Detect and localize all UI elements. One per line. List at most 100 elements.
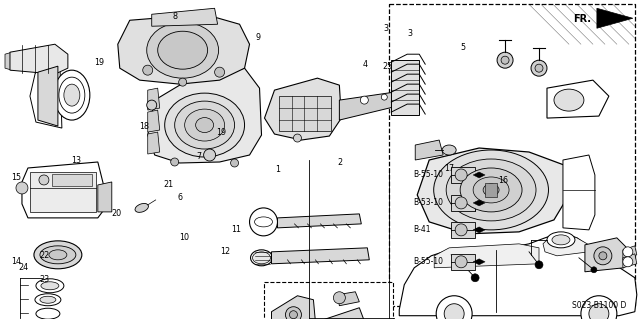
Ellipse shape: [250, 250, 273, 266]
Circle shape: [179, 78, 187, 86]
Text: 19: 19: [216, 128, 226, 137]
Polygon shape: [597, 8, 633, 28]
Ellipse shape: [255, 217, 273, 227]
Ellipse shape: [253, 252, 271, 264]
Polygon shape: [399, 234, 637, 316]
Bar: [391, 60, 419, 115]
Polygon shape: [148, 68, 262, 163]
Text: 24: 24: [18, 263, 28, 272]
Ellipse shape: [434, 150, 548, 230]
Circle shape: [294, 134, 301, 142]
Polygon shape: [473, 227, 485, 233]
Ellipse shape: [64, 84, 80, 106]
Circle shape: [360, 96, 368, 104]
Circle shape: [599, 252, 607, 260]
Ellipse shape: [473, 177, 509, 203]
Ellipse shape: [157, 31, 207, 69]
Polygon shape: [30, 64, 62, 128]
Polygon shape: [473, 259, 485, 265]
Circle shape: [623, 247, 633, 257]
Ellipse shape: [175, 101, 235, 149]
Text: 9: 9: [255, 33, 260, 42]
Ellipse shape: [54, 70, 90, 120]
Circle shape: [535, 261, 543, 269]
Ellipse shape: [185, 109, 225, 141]
Polygon shape: [38, 66, 58, 126]
Text: 5: 5: [460, 43, 465, 52]
Polygon shape: [317, 308, 365, 319]
Ellipse shape: [442, 145, 456, 155]
Polygon shape: [415, 140, 443, 160]
Text: 7: 7: [196, 152, 202, 161]
Text: 3: 3: [408, 29, 413, 38]
Circle shape: [436, 296, 472, 319]
Text: 3: 3: [383, 24, 388, 33]
Circle shape: [589, 304, 609, 319]
Polygon shape: [10, 44, 68, 74]
Ellipse shape: [460, 168, 522, 212]
Text: 10: 10: [179, 233, 189, 242]
Circle shape: [501, 56, 509, 64]
Polygon shape: [148, 132, 160, 154]
Ellipse shape: [35, 294, 61, 306]
Text: 21: 21: [163, 180, 173, 189]
Ellipse shape: [36, 279, 64, 293]
Text: S023-B1100 D: S023-B1100 D: [572, 301, 627, 310]
Polygon shape: [22, 162, 104, 218]
Bar: [451, 167, 475, 183]
Text: B-55-10: B-55-10: [413, 257, 444, 266]
Circle shape: [623, 257, 633, 267]
Polygon shape: [585, 238, 629, 272]
Ellipse shape: [547, 232, 575, 248]
Circle shape: [147, 100, 157, 110]
Polygon shape: [623, 246, 637, 260]
Polygon shape: [148, 88, 160, 110]
Text: 16: 16: [499, 176, 508, 185]
Text: 6: 6: [177, 193, 182, 202]
Polygon shape: [563, 155, 595, 230]
Text: 17: 17: [444, 164, 454, 173]
Text: 11: 11: [231, 225, 241, 234]
Text: 1: 1: [275, 165, 280, 174]
Circle shape: [289, 311, 298, 319]
Circle shape: [591, 267, 597, 273]
Polygon shape: [547, 80, 609, 118]
Ellipse shape: [164, 93, 244, 157]
Polygon shape: [118, 14, 250, 84]
Polygon shape: [417, 148, 569, 234]
Ellipse shape: [59, 77, 85, 113]
Polygon shape: [543, 234, 589, 256]
Circle shape: [581, 296, 617, 319]
Text: 22: 22: [40, 251, 50, 260]
Ellipse shape: [147, 22, 219, 78]
Text: 23: 23: [40, 275, 50, 284]
Polygon shape: [337, 292, 359, 306]
Polygon shape: [473, 200, 485, 206]
Circle shape: [143, 65, 153, 75]
Bar: [30, 172, 96, 212]
Circle shape: [39, 175, 49, 185]
Text: B-53-10: B-53-10: [413, 198, 444, 207]
Polygon shape: [434, 244, 539, 268]
Polygon shape: [271, 248, 369, 264]
Bar: [451, 222, 475, 238]
Ellipse shape: [49, 250, 67, 260]
Bar: [485, 183, 497, 197]
Circle shape: [455, 197, 467, 209]
Ellipse shape: [554, 89, 584, 111]
Polygon shape: [271, 296, 316, 319]
Circle shape: [204, 149, 216, 161]
Ellipse shape: [40, 246, 76, 264]
Circle shape: [594, 247, 612, 265]
Circle shape: [497, 52, 513, 68]
Circle shape: [16, 182, 28, 194]
Text: B-55-10: B-55-10: [413, 170, 444, 180]
Bar: [451, 254, 475, 270]
Circle shape: [230, 159, 239, 167]
Polygon shape: [152, 8, 218, 26]
Text: 13: 13: [72, 156, 81, 165]
Polygon shape: [5, 52, 12, 70]
Bar: [52, 174, 92, 186]
Text: FR.: FR.: [573, 14, 591, 24]
Ellipse shape: [135, 204, 148, 212]
